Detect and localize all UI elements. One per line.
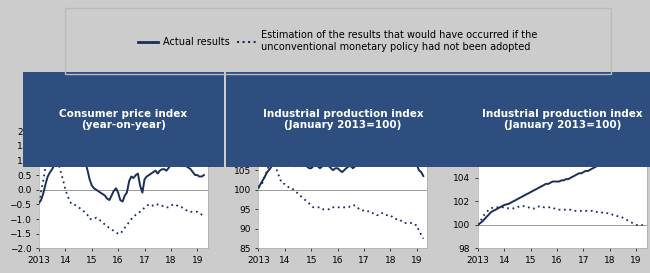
Title: Consumer price index
(year-on-year): Consumer price index (year-on-year)	[59, 109, 187, 130]
Text: %: %	[41, 121, 49, 130]
Title: Industrial production index
(January 2013=100): Industrial production index (January 201…	[482, 109, 643, 130]
Legend: Actual results, Estimation of the results that would have occurred if the
unconv: Actual results, Estimation of the result…	[138, 30, 538, 52]
Title: Industrial production index
(January 2013=100): Industrial production index (January 201…	[263, 109, 423, 130]
